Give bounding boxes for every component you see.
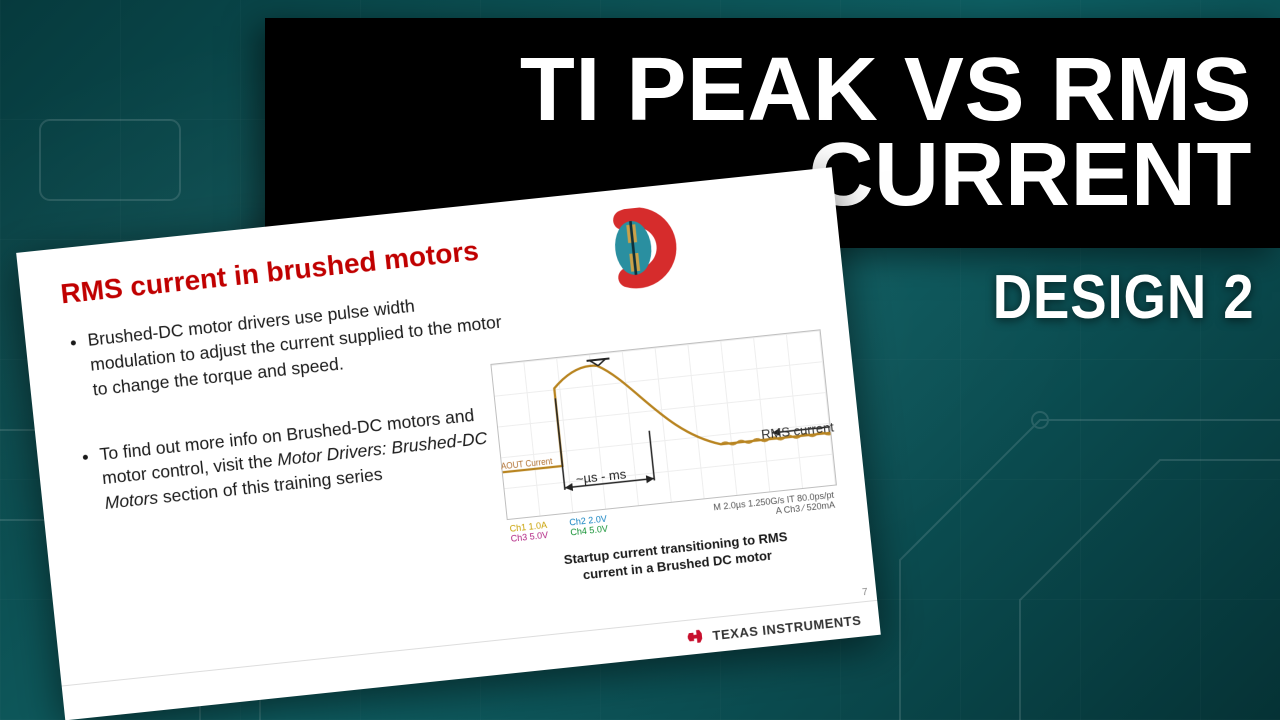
slide-bullets: Brushed-DC motor drivers use pulse width… [65, 284, 522, 518]
subtitle: DESIGN 2 [992, 262, 1254, 333]
bullet-2: To find out more info on Brushed-DC moto… [98, 398, 521, 516]
scope-chart: AOUT Current ~µs - ms RMS current Ch1 1.… [490, 329, 842, 591]
slide-thumbnail: RMS current in brushed motors Brushed-DC… [16, 167, 881, 720]
ti-logo-icon [686, 627, 706, 647]
title-line-1: TI PEAK VS RMS [520, 48, 1252, 134]
bullet-1: Brushed-DC motor drivers use pulse width… [86, 284, 509, 402]
motor-icon [595, 203, 693, 292]
footer-company: TEXAS INSTRUMENTS [712, 612, 862, 643]
page-number: 7 [862, 587, 869, 599]
scope-plot: AOUT Current ~µs - ms RMS current [490, 329, 837, 520]
title-line-2: CURRENT [809, 133, 1252, 219]
